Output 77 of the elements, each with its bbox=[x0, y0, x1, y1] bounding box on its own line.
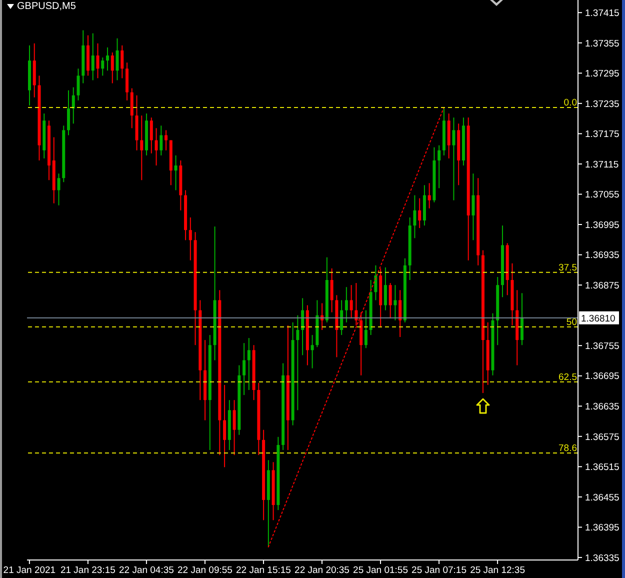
chart-title: GBPUSD,M5 bbox=[17, 1, 76, 13]
candlestick bbox=[120, 44, 124, 79]
y-tick-label: 1.36755 bbox=[585, 340, 620, 352]
x-tick-label: 25 Jan 07:15 bbox=[412, 565, 466, 576]
y-tick-label: 1.36935 bbox=[585, 250, 620, 262]
x-tick-label: 22 Jan 15:15 bbox=[236, 565, 291, 576]
annotation: 78.6 bbox=[558, 443, 577, 454]
ref-line-label: 1.36810 bbox=[581, 313, 616, 324]
x-tick-label: 25 Jan 12:35 bbox=[470, 565, 526, 576]
annotation: 50 bbox=[566, 316, 577, 328]
candlestick bbox=[140, 115, 144, 181]
candlestick bbox=[91, 32, 94, 81]
annotation: 0.0 bbox=[564, 97, 577, 108]
candlestick bbox=[101, 57, 104, 76]
candlestick bbox=[364, 310, 368, 349]
candlestick bbox=[247, 338, 250, 390]
candlestick bbox=[330, 268, 334, 313]
y-tick-label: 1.36875 bbox=[585, 280, 620, 292]
x-tick-label: 22 Jan 20:35 bbox=[294, 565, 350, 576]
x-tick-label: 22 Jan 04:35 bbox=[118, 565, 174, 576]
y-tick-label: 1.37175 bbox=[585, 129, 620, 140]
candlestick bbox=[344, 286, 348, 323]
candlestick bbox=[428, 182, 431, 209]
candlestick bbox=[374, 264, 378, 301]
candlestick bbox=[340, 300, 344, 336]
y-tick-label: 1.37415 bbox=[585, 8, 620, 19]
y-tick-label: 1.37355 bbox=[585, 38, 620, 50]
candlestick bbox=[438, 144, 441, 189]
y-tick-label: 1.36515 bbox=[585, 462, 620, 474]
candlestick bbox=[130, 88, 134, 129]
candlestick bbox=[164, 130, 168, 151]
y-tick-label: 1.37235 bbox=[585, 98, 620, 110]
candlestick bbox=[472, 173, 475, 241]
candlestick bbox=[72, 86, 75, 124]
candlestick bbox=[388, 282, 392, 319]
candlestick bbox=[452, 117, 456, 201]
y-tick-label: 1.36335 bbox=[585, 552, 620, 564]
y-tick-label: 1.36395 bbox=[585, 522, 620, 534]
candlestick bbox=[413, 194, 416, 239]
candlestick bbox=[520, 292, 524, 346]
y-tick-label: 1.36695 bbox=[585, 371, 620, 382]
y-tick-label: 1.36455 bbox=[585, 492, 620, 504]
candlestick bbox=[350, 284, 353, 319]
candlestick bbox=[296, 314, 300, 411]
y-tick-label: 1.37055 bbox=[585, 190, 620, 201]
candlestick bbox=[57, 173, 60, 206]
candlestick bbox=[174, 154, 178, 191]
candlestick bbox=[398, 290, 402, 338]
candlestick bbox=[96, 42, 100, 79]
candlestick bbox=[384, 266, 387, 311]
y-tick-label: 1.36575 bbox=[585, 432, 620, 443]
candlestick bbox=[394, 284, 397, 321]
annotation: 37.5 bbox=[558, 262, 577, 274]
candlestick bbox=[116, 38, 119, 81]
y-tick-label: 1.37115 bbox=[585, 159, 619, 170]
x-tick-label: 25 Jan 01:55 bbox=[353, 565, 408, 576]
y-tick-label: 1.36635 bbox=[585, 402, 620, 412]
candlestick bbox=[242, 342, 246, 396]
y-tick-label: 1.36995 bbox=[585, 220, 620, 231]
candlestick bbox=[310, 334, 314, 369]
x-tick-label: 21 Jan 23:15 bbox=[60, 565, 116, 576]
candlestick bbox=[154, 128, 158, 166]
annotation: 62.5 bbox=[558, 372, 577, 383]
candlestick bbox=[126, 62, 129, 101]
candlestick bbox=[188, 216, 192, 261]
y-tick-label: 1.37295 bbox=[585, 68, 620, 80]
candlestick bbox=[418, 198, 422, 229]
candlestick bbox=[150, 117, 153, 154]
x-tick-label: 21 Jan 2021 bbox=[3, 565, 56, 576]
candlestick bbox=[106, 46, 110, 72]
candlestick bbox=[76, 68, 80, 101]
candlestick bbox=[232, 400, 236, 456]
candlestick bbox=[223, 384, 226, 468]
candlestick bbox=[67, 90, 70, 136]
x-tick-label: 22 Jan 09:55 bbox=[178, 565, 232, 576]
candlestick bbox=[110, 52, 114, 84]
candlestick bbox=[160, 125, 163, 156]
